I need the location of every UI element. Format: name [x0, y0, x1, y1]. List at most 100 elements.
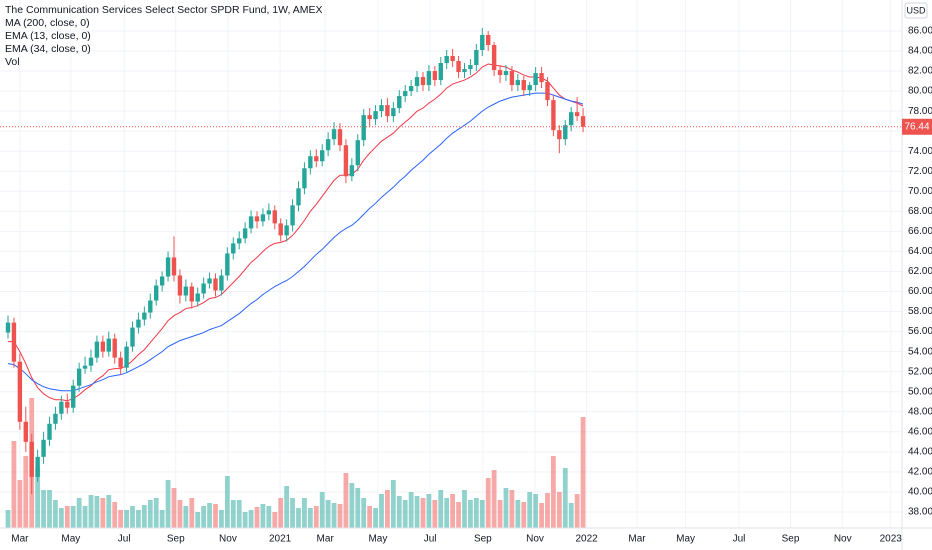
- candle-body: [456, 61, 461, 73]
- y-tick-label: 68.00: [908, 206, 932, 217]
- volume-bar: [183, 506, 189, 528]
- candle-body: [497, 70, 503, 76]
- candle-body: [231, 243, 236, 254]
- volume-bar: [153, 498, 159, 528]
- candle-body: [278, 223, 283, 236]
- volume-bar: [503, 488, 509, 528]
- y-tick-label: 74.00: [908, 146, 932, 157]
- candle-body: [213, 278, 218, 291]
- legend-entry[interactable]: Vol: [5, 56, 20, 68]
- candle-body: [515, 80, 521, 86]
- legend-entry[interactable]: EMA (34, close, 0): [5, 43, 91, 55]
- x-tick-label: Jul: [118, 534, 131, 545]
- last-price-label: 76.44: [904, 121, 929, 132]
- y-tick-label: 46.00: [908, 426, 932, 437]
- volume-bar: [414, 496, 420, 528]
- y-tick-label: 40.00: [908, 487, 932, 498]
- volume-bar: [284, 486, 290, 528]
- volume-bar: [302, 498, 307, 528]
- candle-body: [76, 368, 82, 386]
- x-tick-label: 2023: [880, 534, 903, 545]
- volume-bar: [426, 494, 432, 528]
- currency-box[interactable]: [904, 2, 928, 19]
- candle-body: [391, 108, 396, 117]
- legend-entry[interactable]: MA (200, close, 0): [5, 17, 90, 29]
- volume-bar: [509, 490, 515, 528]
- volume-bar: [41, 490, 46, 528]
- volume-bar: [88, 495, 94, 528]
- candle-body: [521, 80, 526, 91]
- candle-body: [207, 278, 212, 284]
- candle-body: [124, 346, 129, 368]
- x-tick-label: May: [676, 534, 695, 545]
- candle-body: [154, 285, 159, 301]
- candle-body: [5, 322, 11, 333]
- x-tick-label: May: [368, 534, 387, 545]
- volume-bar: [189, 498, 195, 528]
- volume-bar: [278, 498, 284, 528]
- currency: USD: [906, 5, 926, 15]
- candle-body: [539, 73, 544, 83]
- y-tick-label: 56.00: [908, 326, 932, 337]
- volume-bar: [130, 506, 135, 528]
- candle-body: [71, 385, 76, 408]
- candle-layer: [5, 27, 586, 494]
- candle-body: [503, 71, 509, 76]
- candle-body: [320, 150, 325, 162]
- volume-bar: [296, 508, 301, 528]
- x-tick-label: Sep: [782, 534, 800, 545]
- last-price: 76.44: [0, 118, 932, 135]
- candle-body: [112, 338, 117, 358]
- volume-bar: [367, 506, 373, 528]
- volume-bar: [479, 500, 485, 528]
- x-tick-label: Mar: [11, 534, 29, 545]
- candle-body: [219, 275, 224, 291]
- volume-bar: [331, 503, 337, 528]
- candle-body: [225, 253, 230, 276]
- volume-bar: [47, 490, 52, 528]
- candle-body: [403, 91, 408, 97]
- volume-bar: [462, 490, 467, 528]
- y-tick-label: 60.00: [908, 286, 932, 297]
- candle-body: [480, 34, 485, 51]
- volume-bar: [124, 510, 129, 528]
- volume-bar: [319, 492, 325, 528]
- candle-body: [29, 441, 34, 477]
- y-tick-label: 82.00: [908, 66, 932, 77]
- legend-entry[interactable]: EMA (13, close, 0): [5, 30, 91, 42]
- candle-body: [314, 156, 319, 162]
- legend: The Communication Services Select Sector…: [5, 4, 322, 68]
- candle-body: [171, 257, 177, 276]
- volume-bar: [485, 478, 491, 528]
- volume-bar: [230, 500, 236, 528]
- volume-bar: [420, 498, 426, 528]
- volume-bar: [408, 492, 414, 528]
- volume-bar: [70, 506, 76, 528]
- volume-layer: [5, 398, 586, 528]
- y-tick-label: 70.00: [908, 186, 932, 197]
- candle-body: [527, 85, 532, 91]
- x-tick-label: Nov: [219, 534, 237, 545]
- volume-bar: [23, 456, 29, 528]
- x-tick-label: Jul: [424, 534, 437, 545]
- candle-body: [266, 210, 272, 215]
- volume-bar: [53, 500, 58, 528]
- volume-bar: [551, 456, 556, 528]
- volume-bar: [402, 500, 408, 528]
- candle-body: [53, 413, 58, 424]
- y-tick-label: 54.00: [908, 346, 932, 357]
- volume-bar: [580, 417, 586, 528]
- candle-body: [563, 125, 568, 140]
- candle-body: [349, 165, 355, 177]
- candle-body: [272, 210, 277, 224]
- candle-body: [545, 82, 550, 101]
- candle-body: [41, 439, 46, 457]
- candle-body: [35, 456, 40, 477]
- candle-body: [462, 69, 467, 73]
- candle-body: [557, 130, 562, 140]
- y-tick-label: 66.00: [908, 226, 932, 237]
- volume-bar: [515, 500, 521, 528]
- candle-body: [438, 63, 443, 81]
- volume-bar: [82, 506, 88, 528]
